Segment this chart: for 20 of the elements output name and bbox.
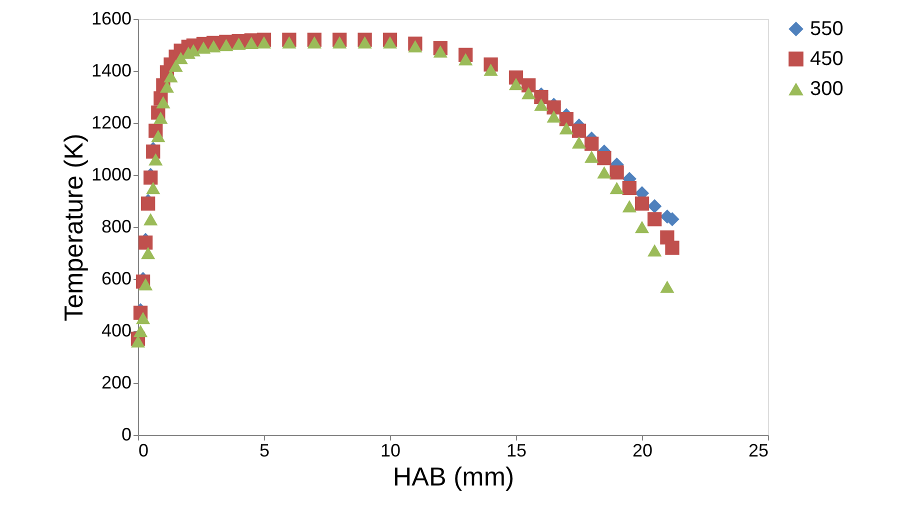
y-tick-label: 400	[101, 320, 132, 340]
y-tick-label: 1200	[91, 112, 132, 132]
y-tick-label: 200	[101, 372, 132, 392]
y-tick-label: 600	[101, 268, 132, 288]
x-tick-label: 15	[506, 440, 527, 460]
x-tick-label: 25	[748, 440, 768, 460]
x-tick-label: 20	[632, 440, 653, 460]
legend-label: 300	[810, 78, 844, 100]
x-tick-label: 0	[138, 440, 149, 460]
legend-label: 450	[810, 48, 844, 70]
x-tick-label: 10	[380, 440, 401, 460]
x-tick-label: 5	[259, 440, 270, 460]
y-tick-label: 800	[101, 216, 132, 236]
legend-label: 550	[810, 18, 844, 40]
x-axis-title: HAB (mm)	[392, 462, 514, 492]
y-axis-title: Temperature (K)	[58, 134, 88, 322]
y-tick-label: 1000	[91, 164, 132, 184]
y-tick-label: 1400	[91, 60, 132, 80]
y-tick-label: 1600	[91, 8, 132, 28]
y-tick-label: 0	[121, 424, 132, 444]
